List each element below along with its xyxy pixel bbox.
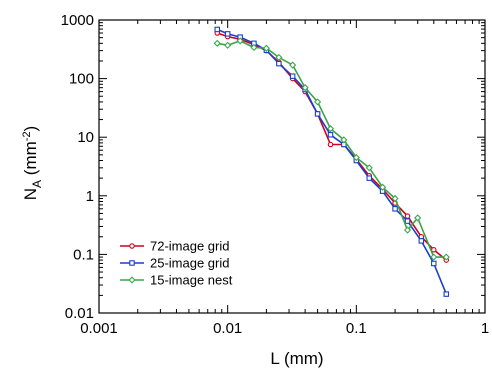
- data-point: [392, 206, 398, 212]
- y-tick-label: 100: [69, 71, 94, 88]
- data-point: [214, 26, 221, 33]
- data-point: [314, 111, 321, 117]
- legend-swatch-marker: [129, 243, 135, 249]
- series-1: [214, 30, 450, 263]
- data-point: [352, 153, 360, 162]
- data-point: [275, 53, 283, 61]
- x-tick-label: 1: [481, 320, 489, 337]
- data-point: [236, 37, 244, 45]
- y-axis-label-unit: (mm: [21, 141, 40, 180]
- data-point: [262, 44, 270, 52]
- data-point: [365, 164, 373, 172]
- legend-item: 72-image grid: [120, 239, 230, 254]
- x-tick-label: 0.01: [213, 320, 242, 337]
- legend-item: 15-image nest: [120, 273, 233, 288]
- data-point: [224, 31, 231, 37]
- data-point: [366, 175, 372, 181]
- data-point: [289, 73, 296, 79]
- y-tick-label: 10: [77, 129, 94, 146]
- legend-item: 25-image grid: [120, 256, 230, 271]
- y-tick-label: 0.01: [65, 305, 94, 322]
- data-point: [379, 183, 387, 191]
- y-tick-label: 1: [86, 188, 94, 205]
- y-axis-label-unit-close: ): [21, 126, 40, 132]
- data-point: [431, 260, 437, 267]
- x-tick-label: 0.1: [346, 320, 367, 337]
- data-point: [430, 253, 438, 261]
- legend-label: 72-image grid: [150, 239, 230, 254]
- series-layer: [213, 26, 450, 297]
- data-point: [340, 136, 348, 144]
- legend: 72-image grid 25-image grid 15-image nest: [120, 239, 233, 288]
- data-point: [404, 213, 411, 219]
- series-line: [217, 40, 447, 258]
- y-axis-label-main: N: [21, 188, 40, 200]
- y-axis-label: NA (mm-2): [21, 126, 44, 200]
- data-point: [418, 238, 425, 244]
- y-axis-label-superscript: -2: [21, 131, 33, 141]
- legend-swatch-marker: [128, 276, 136, 284]
- legend-label: 25-image grid: [150, 256, 230, 271]
- x-tick-label: 0.001: [80, 320, 118, 337]
- legend-label: 15-image nest: [150, 273, 233, 288]
- legend-swatch-marker: [129, 260, 135, 266]
- ticks-layer: [98, 20, 485, 314]
- data-point: [403, 226, 412, 234]
- data-point: [443, 291, 450, 297]
- data-point: [327, 141, 334, 148]
- data-point: [404, 218, 411, 224]
- data-point: [391, 194, 399, 203]
- series-2: [214, 26, 450, 297]
- data-point: [414, 214, 422, 222]
- series-line: [216, 28, 448, 295]
- data-point: [250, 43, 258, 52]
- data-point: [301, 84, 309, 92]
- data-point: [289, 61, 297, 69]
- data-point: [224, 41, 232, 49]
- data-point: [327, 132, 334, 138]
- series-3: [213, 37, 450, 261]
- plot-frame: [98, 19, 486, 314]
- data-point: [213, 39, 221, 47]
- data-point: [442, 253, 450, 261]
- data-point: [276, 60, 282, 67]
- x-axis-label: L (mm): [270, 349, 323, 368]
- data-point: [314, 98, 322, 106]
- y-tick-label: 1000: [61, 12, 94, 29]
- data-point: [326, 125, 335, 133]
- y-tick-label: 0.1: [73, 246, 94, 263]
- y-axis-label-subscript: A: [30, 180, 44, 188]
